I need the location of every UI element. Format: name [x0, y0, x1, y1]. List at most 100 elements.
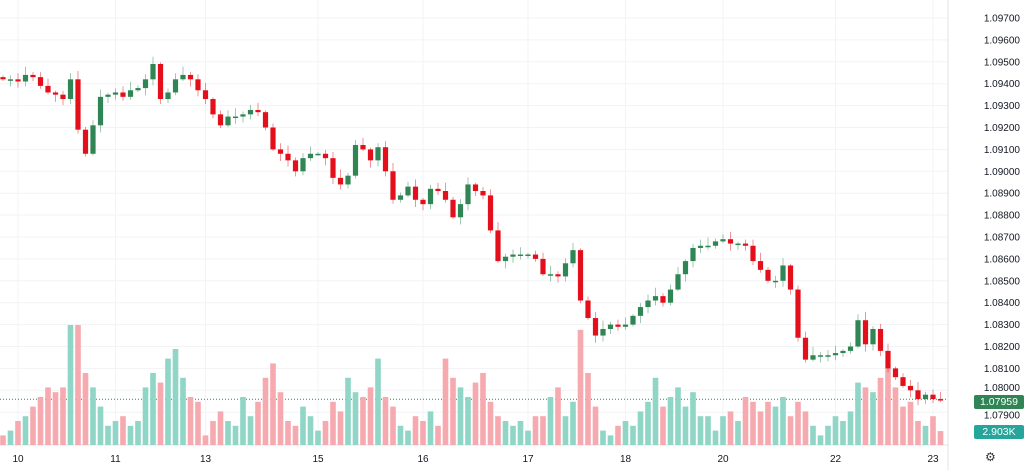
- volume-bar: [525, 430, 531, 445]
- candle-body: [510, 254, 516, 257]
- candle-body: [337, 177, 344, 185]
- volume-bar: [420, 421, 426, 445]
- candle-body: [360, 145, 366, 150]
- volume-bar: [465, 397, 471, 445]
- volume-bar: [360, 397, 366, 445]
- candle-body: [892, 368, 899, 378]
- candle-body: [375, 147, 381, 161]
- candle-body: [457, 204, 464, 218]
- candle-body: [97, 96, 104, 126]
- candle-body: [165, 92, 171, 100]
- candle-body: [802, 337, 809, 360]
- candle-body: [637, 307, 644, 316]
- candle-body: [15, 79, 21, 82]
- candle-body: [322, 153, 329, 159]
- gear-icon[interactable]: ⚙: [985, 450, 996, 464]
- volume-bar: [37, 397, 44, 445]
- volume-bar: [292, 425, 299, 445]
- volume-bar: [30, 406, 36, 445]
- volume-bar: [142, 387, 149, 445]
- candle-body: [0, 77, 6, 80]
- x-tick-label: 15: [312, 454, 324, 465]
- x-tick-label: 13: [200, 454, 212, 465]
- candle-body: [502, 256, 509, 262]
- candle-body: [675, 274, 681, 290]
- volume-bar: [735, 421, 741, 445]
- volume-bar: [412, 416, 419, 445]
- candle-body: [180, 74, 186, 80]
- volume-bar: [600, 430, 606, 445]
- candle-body: [727, 239, 734, 244]
- volume-bar: [15, 421, 21, 445]
- candle-body: [495, 230, 501, 262]
- candle-body: [150, 63, 156, 80]
- candle-body: [352, 145, 359, 176]
- volume-bar: [630, 425, 636, 445]
- candle-body: [645, 300, 651, 308]
- volume-bar: [562, 416, 569, 445]
- volume-bar: [435, 425, 441, 445]
- volume-bar: [727, 411, 734, 445]
- candle-body: [22, 74, 29, 82]
- y-tick-label: 1.09400: [984, 79, 1021, 90]
- candle-body: [915, 390, 921, 400]
- y-tick-label: 1.09000: [984, 167, 1021, 178]
- volume-bar: [892, 387, 899, 445]
- candle-body: [750, 245, 756, 262]
- volume-bar: [690, 392, 696, 445]
- y-tick-label: 1.09600: [984, 35, 1021, 46]
- candle-body: [292, 160, 299, 172]
- volume-bar: [405, 430, 411, 445]
- y-tick-label: 1.08500: [984, 276, 1021, 287]
- y-tick-label: 1.07900: [984, 411, 1021, 422]
- volume-bar: [900, 406, 906, 445]
- volume-bar: [532, 416, 539, 445]
- volume-bar: [232, 425, 239, 445]
- volume-bar: [517, 421, 524, 445]
- volume-bar: [487, 401, 494, 445]
- candle-body: [442, 191, 449, 200]
- volume-bar: [105, 425, 111, 445]
- candle-body: [412, 186, 419, 200]
- volume-bar: [450, 377, 456, 445]
- candle-body: [930, 394, 936, 400]
- candle-body: [585, 300, 591, 319]
- candle-body: [487, 195, 494, 231]
- candle-body: [285, 153, 291, 161]
- volume-bar: [180, 377, 186, 445]
- volume-bar: [495, 416, 501, 445]
- candle-body: [772, 280, 779, 283]
- volume-bar: [285, 421, 291, 445]
- candle-body: [52, 92, 59, 95]
- y-tick-label: 1.09300: [984, 101, 1021, 112]
- candle-body: [480, 191, 486, 196]
- volume-bar: [855, 382, 861, 445]
- volume-bar: [315, 430, 321, 445]
- volume-bar: [97, 406, 104, 445]
- candle-body: [720, 239, 726, 242]
- candle-body: [847, 346, 854, 351]
- volume-bar: [0, 435, 6, 445]
- volume-bar: [22, 416, 29, 445]
- candle-body: [825, 355, 831, 357]
- candle-body: [187, 74, 194, 80]
- candle-body: [540, 258, 546, 275]
- candle-body: [832, 353, 839, 356]
- candle-body: [142, 79, 149, 89]
- volume-bar: [742, 397, 749, 445]
- volume-bar: [270, 363, 276, 445]
- candle-body: [885, 350, 891, 369]
- candle-body: [225, 116, 231, 126]
- candle-body: [247, 109, 254, 115]
- candle-body: [420, 199, 426, 205]
- x-tick-label: 17: [522, 454, 534, 465]
- candle-body: [570, 250, 576, 264]
- volume-bar: [697, 416, 704, 445]
- candle-body: [810, 355, 816, 360]
- x-tick-label: 11: [110, 454, 121, 465]
- volume-bar: [45, 387, 51, 445]
- volume-bar: [930, 416, 936, 445]
- volume-bar: [802, 411, 809, 445]
- volume-bar: [330, 401, 336, 445]
